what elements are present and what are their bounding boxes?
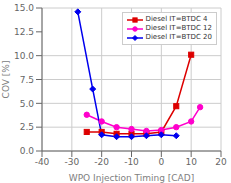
html-text:Diesel IT=BTDC 12: Diesel IT=BTDC 12 — [145, 24, 212, 32]
svg-text:12.5: 12.5 — [14, 27, 34, 37]
svg-text:2.5: 2.5 — [20, 122, 34, 132]
svg-text:0: 0 — [158, 157, 164, 167]
svg-text:WPO Injection Timing [CAD]: WPO Injection Timing [CAD] — [69, 173, 194, 183]
svg-text:COV [%]: COV [%] — [8, 61, 11, 99]
svg-text:5.0: 5.0 — [20, 99, 35, 109]
svg-text:-20: -20 — [94, 157, 109, 167]
svg-text:10.0: 10.0 — [14, 51, 34, 61]
html-text:Diesel IT=BTDC 4: Diesel IT=BTDC 4 — [145, 15, 208, 23]
svg-text:0.0: 0.0 — [20, 146, 35, 156]
svg-text:-10: -10 — [124, 157, 139, 167]
svg-text:15.0: 15.0 — [14, 3, 34, 13]
html-text:Diesel IT=BTDC 20: Diesel IT=BTDC 20 — [145, 33, 212, 41]
svg-text:-40: -40 — [35, 157, 50, 167]
svg-text:-30: -30 — [64, 157, 79, 167]
svg-text:20: 20 — [215, 157, 223, 167]
svg-text:10: 10 — [185, 157, 197, 167]
svg-text:7.5: 7.5 — [20, 75, 34, 85]
